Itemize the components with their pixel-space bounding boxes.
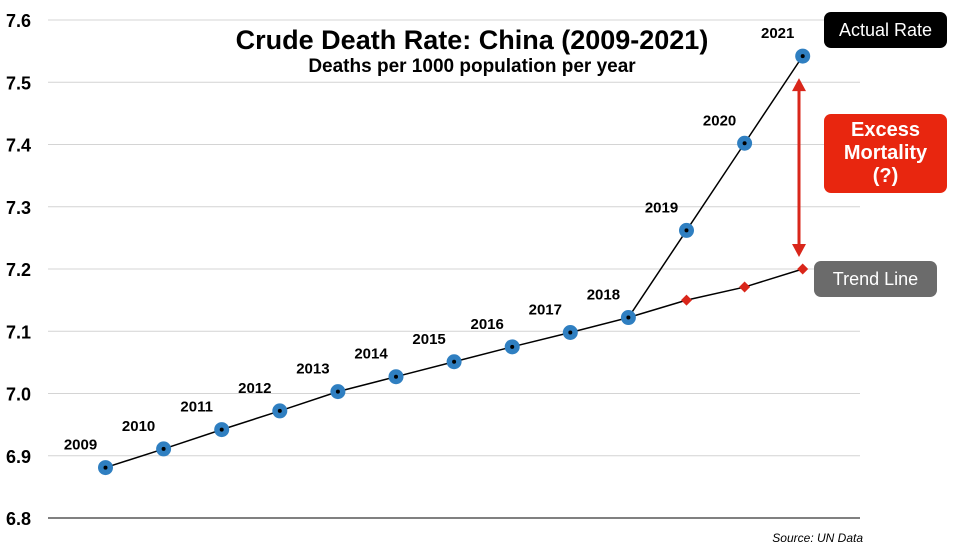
- trend-point: [797, 263, 809, 275]
- year-label: 2009: [64, 437, 97, 454]
- actual-point-center: [103, 465, 108, 470]
- y-tick-label: 7.3: [6, 198, 31, 218]
- year-label: 2018: [587, 287, 620, 304]
- actual-point-center: [394, 374, 398, 379]
- y-axis-ticks: 6.8 6.9 7.0 7.1 7.2 7.3 7.4 7.5 7.6: [6, 11, 31, 529]
- excess-line-1: Excess: [851, 119, 920, 141]
- chart-title: Crude Death Rate: China (2009-2021): [236, 25, 709, 55]
- excess-line-2: Mortality: [843, 142, 928, 164]
- actual-point-center: [277, 408, 282, 413]
- year-label: 2020: [703, 112, 736, 129]
- y-tick-label: 7.4: [6, 136, 31, 156]
- year-label: 2013: [296, 361, 329, 378]
- y-tick-label: 7.1: [6, 322, 31, 342]
- year-label: 2012: [238, 380, 271, 397]
- trend-point: [739, 281, 751, 293]
- y-tick-label: 6.9: [6, 447, 31, 467]
- excess-arrow: [792, 78, 806, 257]
- actual-point-center: [219, 427, 224, 432]
- excess-mortality-label: Excess Mortality (?): [824, 114, 947, 193]
- actual-point-center: [684, 228, 689, 233]
- trend-point: [681, 294, 692, 306]
- actual-rate-text: Actual Rate: [838, 19, 933, 40]
- actual-point-center: [335, 389, 340, 394]
- year-label: 2019: [645, 199, 678, 216]
- year-label: 2014: [354, 346, 388, 363]
- y-tick-label: 6.8: [6, 509, 31, 529]
- trend-line-text: Trend Line: [832, 268, 919, 289]
- actual-point-center: [800, 54, 805, 59]
- series-points: [98, 48, 811, 476]
- year-label: 2015: [412, 331, 445, 348]
- actual-point-center: [510, 344, 515, 349]
- grid: [48, 19, 860, 457]
- year-label: 2021: [761, 25, 794, 42]
- excess-arrow-head-down: [792, 244, 806, 257]
- year-label: 2016: [471, 316, 504, 333]
- actual-point-center: [452, 359, 457, 364]
- y-tick-label: 7.6: [6, 11, 31, 31]
- year-label: 2017: [529, 301, 562, 318]
- year-label: 2011: [180, 399, 213, 416]
- chart-subtitle: Deaths per 1000 population per year: [308, 56, 636, 77]
- actual-point-center: [568, 330, 573, 335]
- point-labels: 2009 2010 2011 2012 2013 2014 2015 2016 2017 2018…: [64, 25, 795, 453]
- excess-arrow-head-up: [792, 78, 806, 92]
- actual-point-center: [742, 141, 747, 146]
- source-note: Source: UN Data: [772, 531, 863, 545]
- actual-point-center: [626, 315, 631, 320]
- year-label: 2010: [122, 418, 155, 435]
- actual-rate-label: Actual Rate: [824, 12, 947, 48]
- trend-line: [628, 268, 803, 319]
- y-tick-label: 7.0: [6, 385, 31, 405]
- y-tick-label: 7.5: [6, 73, 31, 93]
- trend-line-label: Trend Line: [814, 261, 937, 297]
- excess-line-3: (?): [872, 165, 899, 187]
- y-tick-label: 7.2: [6, 260, 31, 280]
- actual-point-center: [161, 446, 166, 451]
